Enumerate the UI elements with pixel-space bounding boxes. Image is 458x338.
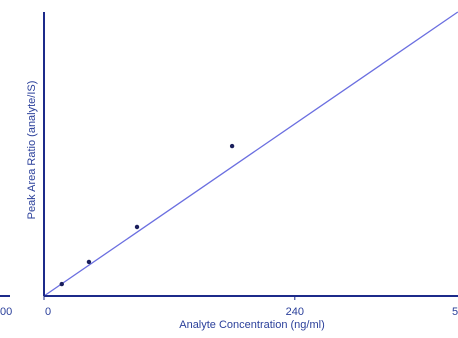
x-axis-label: Analyte Concentration (ng/ml) — [179, 319, 325, 331]
x-tick-label: 240 — [286, 306, 304, 318]
data-point — [86, 259, 92, 265]
data-point — [59, 281, 64, 287]
cropped-tick-label: 5 — [452, 306, 458, 318]
data-point — [134, 224, 140, 230]
fit-line — [43, 11, 458, 297]
y-axis-label: Peak Area Ratio (analyte/IS) — [26, 81, 38, 220]
cropped-tick-label: 00 — [0, 306, 12, 318]
data-point — [229, 143, 235, 149]
x-tick-label: 0 — [45, 306, 51, 318]
